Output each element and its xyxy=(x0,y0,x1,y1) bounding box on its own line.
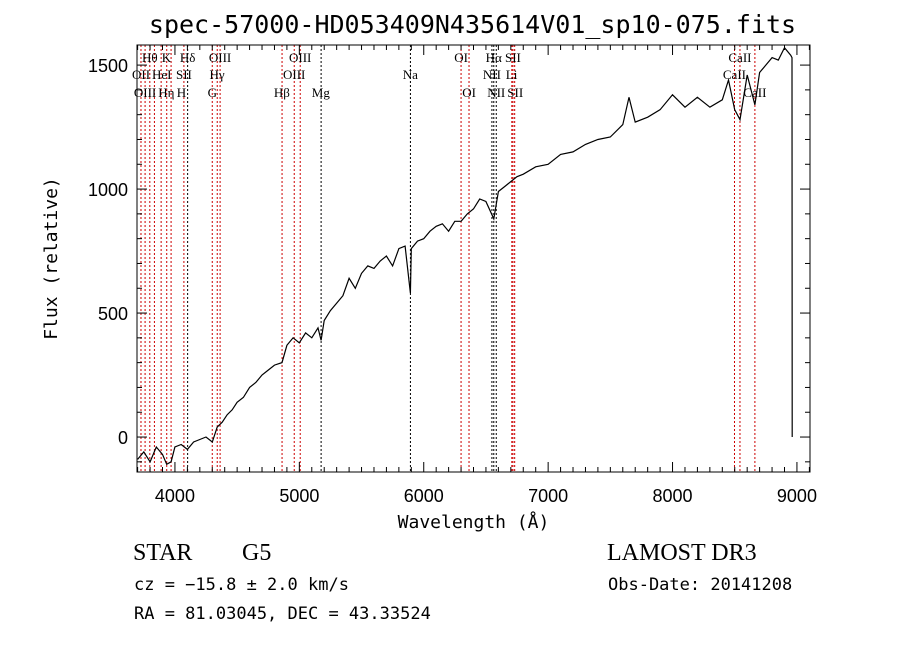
spectral-line-label: Hγ xyxy=(210,67,225,82)
spectral-line-label: SII xyxy=(176,67,192,82)
spectral-line-label: CaII xyxy=(728,50,751,65)
spectral-line-label: CaII xyxy=(743,85,766,100)
chart-title: spec-57000-HD053409N435614V01_sp10-075.f… xyxy=(148,10,797,39)
y-axis-label: Flux (relative) xyxy=(41,177,62,340)
spectral-line-label: H xyxy=(177,85,186,100)
x-tick-label: 9000 xyxy=(777,486,817,506)
spectral-line-label: Hθ xyxy=(142,50,158,65)
x-tick-label: 7000 xyxy=(528,486,568,506)
object-class: STAR xyxy=(133,540,193,566)
spectral-line-label: Hη xyxy=(158,85,174,100)
obs-date: Obs-Date: 20141208 xyxy=(608,575,793,595)
spectral-line-label: Li xyxy=(506,67,518,82)
spectral-line-label: Mg xyxy=(312,85,331,100)
y-tick-label: 0 xyxy=(118,428,128,448)
spectral-line-label: NII xyxy=(487,85,505,100)
object-subclass: G5 xyxy=(242,540,272,566)
x-tick-label: 8000 xyxy=(653,486,693,506)
plot-frame xyxy=(136,44,811,473)
spectral-line-label: CaII xyxy=(723,67,746,82)
x-tick-label: 4000 xyxy=(155,486,195,506)
coordinates: RA = 81.03045, DEC = 43.33524 xyxy=(134,604,431,624)
y-tick-label: 1500 xyxy=(88,56,128,76)
x-axis-label: Wavelength (Å) xyxy=(398,511,550,533)
spectral-line-label: OIII xyxy=(209,50,231,65)
spectral-line-label: Na xyxy=(403,67,418,82)
x-tick-label: 5000 xyxy=(279,486,319,506)
spectral-line-label: SII xyxy=(507,85,523,100)
y-tick-label: 500 xyxy=(98,304,128,324)
spectral-line-label: OI xyxy=(454,50,468,65)
spectral-line-label: G xyxy=(208,85,217,100)
spectral-line-label: HeI xyxy=(152,67,172,82)
y-tick-label: 1000 xyxy=(88,180,128,200)
spectral-line-label: NII xyxy=(483,67,501,82)
spectral-line-label: SII xyxy=(505,50,521,65)
x-tick-label: 6000 xyxy=(404,486,444,506)
spectrum-line xyxy=(137,46,793,466)
spectral-line-label: OII xyxy=(132,67,150,82)
spectral-line-label: OIII xyxy=(283,67,305,82)
spectral-line-label: Hβ xyxy=(274,85,290,100)
redshift-text: cz = −15.8 ± 2.0 km/s xyxy=(134,575,349,595)
spectral-line-label: Hα xyxy=(486,50,502,65)
spectral-line-label: OIII xyxy=(134,85,156,100)
spectral-line-label: Hδ xyxy=(180,50,196,65)
spectral-line-label: OI xyxy=(462,85,476,100)
spectral-line-label: OIII xyxy=(289,50,311,65)
survey-label: LAMOST DR3 xyxy=(607,540,757,566)
spectral-line-label: K xyxy=(162,50,172,65)
